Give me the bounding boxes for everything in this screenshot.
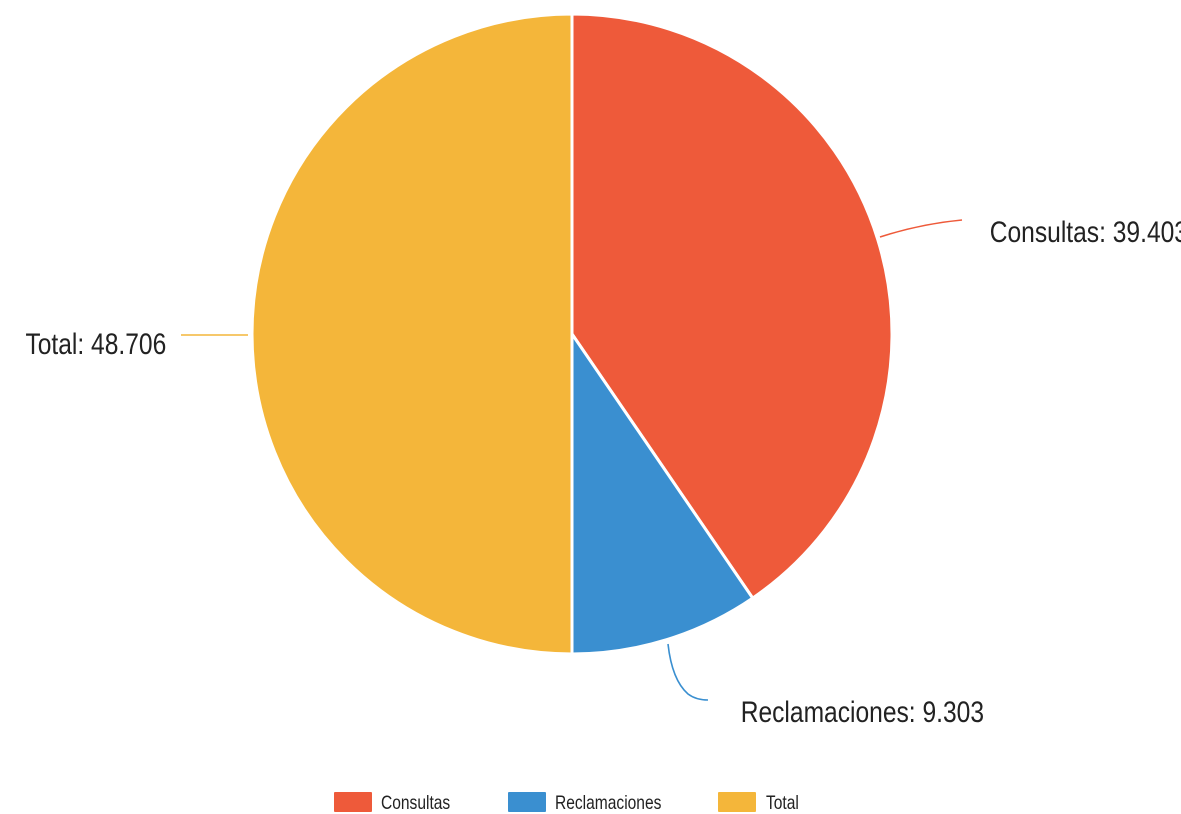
legend-swatch-reclamaciones — [508, 792, 546, 812]
slice-reclamaciones[interactable] — [570, 332, 755, 656]
data-label-total: Total: 48.706 — [25, 327, 166, 361]
legend-label-total: Total — [766, 792, 799, 814]
leader-line-consultas — [879, 219, 963, 238]
legend-swatch-total — [718, 792, 756, 812]
leader-lines — [181, 219, 963, 701]
legend-item-total[interactable]: Total — [718, 792, 799, 814]
legend-label-consultas: Consultas — [381, 792, 451, 814]
legend-swatch-consultas — [334, 792, 372, 812]
slice-consultas[interactable] — [570, 12, 894, 600]
leader-line-reclamaciones — [667, 643, 709, 701]
slice-total[interactable] — [250, 12, 574, 656]
pie-slices — [250, 12, 894, 656]
data-label-consultas: Consultas: 39.403 — [990, 215, 1181, 249]
legend-label-reclamaciones: Reclamaciones — [555, 792, 662, 814]
legend: Consultas Reclamaciones Total — [334, 792, 799, 814]
legend-item-reclamaciones[interactable]: Reclamaciones — [508, 792, 662, 814]
legend-item-consultas[interactable]: Consultas — [334, 792, 451, 814]
data-label-reclamaciones: Reclamaciones: 9.303 — [741, 695, 984, 729]
